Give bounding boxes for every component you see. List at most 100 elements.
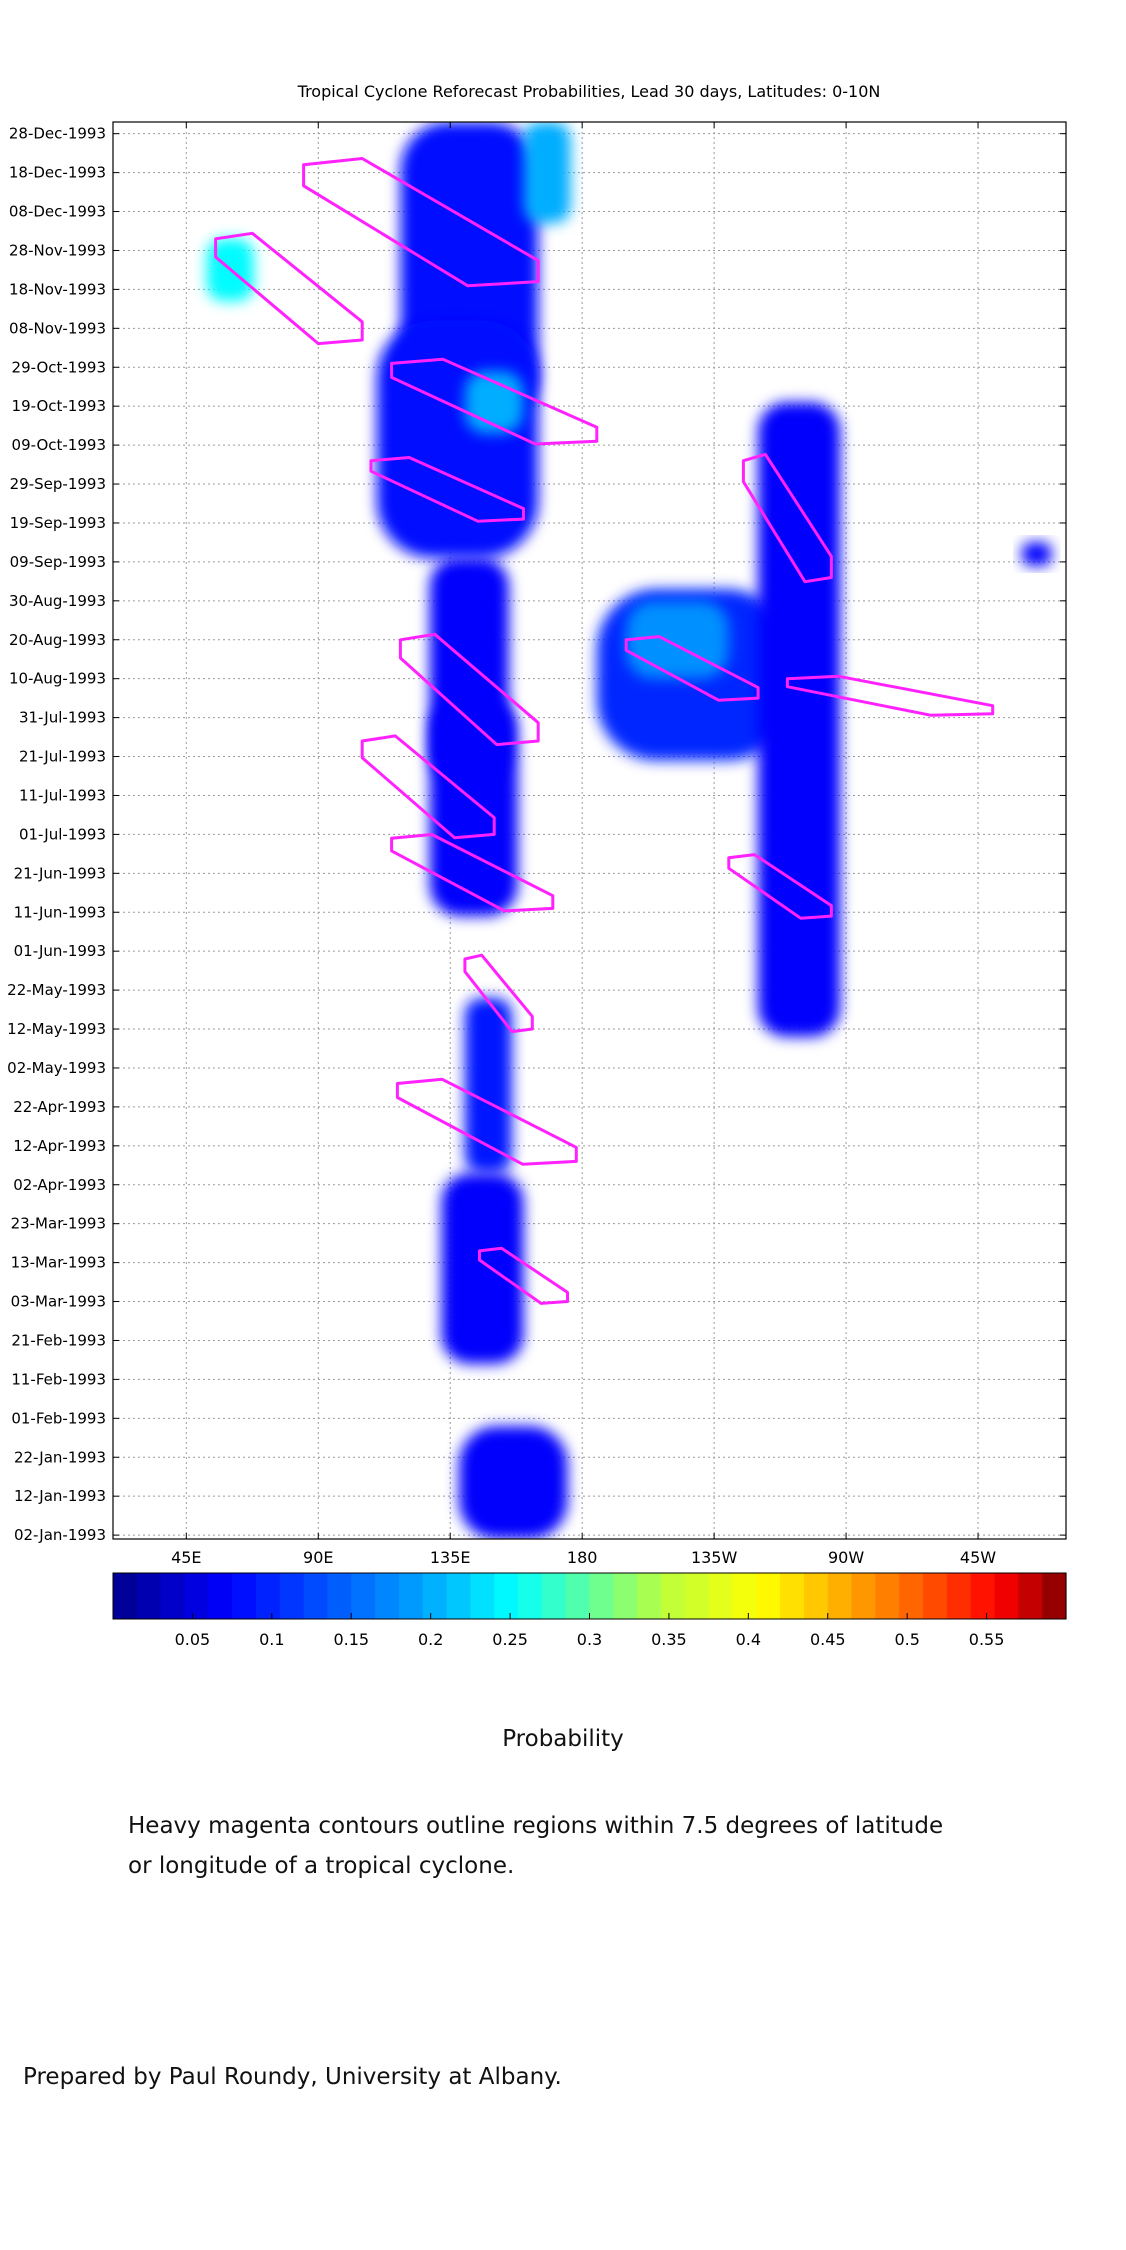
plot-frame [112,121,1067,1540]
y-tick-label: 09-Oct-1993 [12,436,106,454]
colorbar-tick-label: 0.05 [175,1630,211,1649]
colorbar-tick-label: 0.45 [810,1630,846,1649]
colorbar-cell [422,1573,448,1619]
cyclone-contour [390,833,555,913]
y-tick-label: 20-Aug-1993 [9,631,106,649]
colorbar-cell [565,1573,591,1619]
colorbar-ticks: 0.05 0.1 0.15 0.2 0.25 0.3 0.35 0.4 0.45 0.5 0.55 [175,1613,1005,1649]
y-tick-label: 22-Apr-1993 [13,1098,106,1116]
x-tick-label: 90E [303,1548,333,1567]
y-tick-label: 08-Dec-1993 [9,203,106,221]
cyclone-contour [214,231,364,346]
cyclone-contour [478,1246,569,1305]
y-tick-label: 12-Apr-1993 [13,1137,106,1155]
y-tick-label: 03-Mar-1993 [11,1293,106,1311]
colorbar-cell [994,1573,1019,1619]
y-tick-label: 29-Sep-1993 [10,475,106,493]
x-tick-label: 45E [171,1548,201,1567]
y-tick-label: 11-Feb-1993 [11,1370,106,1388]
colorbar-cell [684,1573,710,1619]
colorbar-cell [470,1573,495,1619]
probability-region [376,320,539,558]
probability-region [441,1173,524,1364]
x-tick-label: 180 [567,1548,598,1567]
cyclone-contours [214,157,995,1305]
colorbar-cell [803,1573,829,1619]
probability-region [464,997,512,1174]
colorbar-cell [160,1573,186,1619]
colorbar-tick-label: 0.2 [418,1630,443,1649]
probability-region [429,698,518,917]
chart-title: Tropical Cyclone Reforecast Probabilitie… [297,82,881,101]
y-tick-label: 02-May-1993 [7,1059,106,1077]
y-tick-label: 19-Oct-1993 [12,397,106,415]
cyclone-contour [727,853,833,920]
cyclone-contour [302,157,540,288]
colorbar-cell [637,1573,662,1619]
colorbar-cell [541,1573,567,1619]
y-tick-label: 22-Jan-1993 [14,1448,106,1466]
y-tick-label: 11-Jun-1993 [14,903,106,921]
colorbar-tick-label: 0.15 [333,1630,369,1649]
probability-region [758,402,841,1037]
cyclone-contour [785,674,995,717]
y-tick-label: 22-May-1993 [7,981,106,999]
colorbar-tick-label: 0.3 [577,1630,602,1649]
y-tick-label: 21-Feb-1993 [11,1331,106,1349]
credit-line: Prepared by Paul Roundy, University at A… [23,2064,562,2090]
colorbar-tick-label: 0.25 [492,1630,528,1649]
y-tick-label: 02-Jan-1993 [14,1526,106,1544]
y-tick-label: 01-Jun-1993 [14,942,106,960]
y-tick-label: 01-Feb-1993 [11,1409,106,1427]
y-axis: 02-Jan-1993 12-Jan-1993 22-Jan-1993 01-Feb-… [7,125,1066,1544]
y-tick-label: 28-Dec-1993 [9,125,106,143]
plot-area [113,122,1066,1539]
colorbar-cell [851,1573,876,1619]
colorbar-cell [589,1573,614,1619]
colorbar-tick-label: 0.55 [969,1630,1005,1649]
cyclone-contour [741,452,833,584]
y-tick-label: 12-Jan-1993 [14,1487,106,1505]
colorbar-cell [518,1573,543,1619]
y-tick-label: 18-Dec-1993 [9,164,106,182]
colorbar-cell [375,1573,400,1619]
colorbar-cell [970,1573,996,1619]
colorbar-cell [756,1573,781,1619]
colorbar-cell [1018,1573,1043,1619]
colorbar-cell [303,1573,329,1619]
y-tick-label: 01-Jul-1993 [19,825,106,843]
colorbar-cell [255,1573,281,1619]
colorbar-tick-label: 0.35 [651,1630,687,1649]
probability-field [206,122,1052,1539]
y-tick-label: 10-Aug-1993 [9,670,106,688]
probability-region [523,122,571,224]
colorbar-tick-label: 0.4 [736,1630,761,1649]
caption-line-1: Heavy magenta contours outline regions w… [128,1813,944,1839]
y-tick-label: 28-Nov-1993 [9,241,106,259]
colorbar [112,1572,1067,1620]
colorbar-cell [494,1573,519,1619]
cyclone-contour [624,635,760,702]
colorbar-cell [351,1573,376,1619]
y-tick-label: 02-Apr-1993 [13,1176,106,1194]
cyclone-contour [369,456,525,523]
cyclone-contour [398,632,540,747]
y-tick-label: 30-Aug-1993 [9,592,106,610]
colorbar-cell [613,1573,638,1619]
colorbar-cell [732,1573,757,1619]
y-tick-label: 29-Oct-1993 [12,358,106,376]
colorbar-cell [279,1573,305,1619]
colorbar-cell [899,1573,924,1619]
cyclone-contour [390,357,599,446]
colorbar-cell [113,1573,138,1619]
y-tick-label: 09-Sep-1993 [10,553,106,571]
colorbar-cell [184,1573,209,1619]
y-tick-label: 13-Mar-1993 [11,1254,106,1272]
y-tick-label: 21-Jul-1993 [19,748,106,766]
colorbar-tick-label: 0.1 [259,1630,284,1649]
colorbar-cell [875,1573,900,1619]
colorbar-cell [136,1573,162,1619]
colorbar-cell [923,1573,948,1619]
colorbar-cell [398,1573,424,1619]
y-tick-label: 11-Jul-1993 [19,786,106,804]
